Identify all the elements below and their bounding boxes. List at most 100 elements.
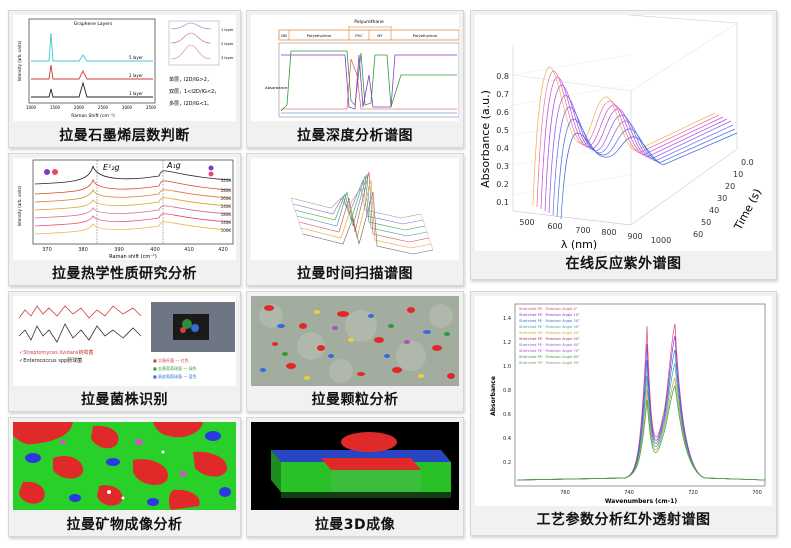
graphene-xtick: 1000 — [26, 105, 37, 110]
uv-panel: 0.1 0.2 0.3 0.4 0.5 0.6 0.7 0.8 Absorban… — [470, 10, 777, 280]
caption: 在线反应紫外谱图 — [565, 256, 682, 272]
depth-seg: DB — [281, 33, 287, 38]
ir-figure: Stretched PE · Polarizer Angle 0° Stretc… — [475, 296, 772, 506]
graphene-label-1: 1 layer — [129, 91, 143, 96]
caption: 拉曼矿物成像分析 — [66, 517, 183, 533]
uv-xtick: 500 — [519, 218, 534, 227]
ir-ytick: 1.2 — [503, 340, 511, 346]
uv-xlabel: λ (nm) — [561, 238, 597, 251]
uv-ytick: 0.5 — [496, 126, 509, 135]
uv-ttick: 50 — [701, 218, 711, 227]
caption: 拉曼3D成像 — [314, 517, 396, 533]
strain-panel: ✓Streptomyces lividans链霉菌 ✓Enterococcus … — [8, 291, 241, 412]
uv-ytick: 0.1 — [496, 198, 509, 207]
ir-xlabel: Wavenumbers (cm-1) — [605, 498, 677, 505]
uv-tlabel: Time (s) — [731, 187, 764, 233]
thermal-temp: 260K — [221, 196, 232, 201]
ir-legend: Stretched PE · Polarizer Angle 20° — [519, 319, 580, 323]
ir-panel: Stretched PE · Polarizer Angle 0° Stretc… — [470, 291, 777, 536]
ir-legend: Stretched PE · Polarizer Angle 0° — [519, 307, 578, 311]
thermal-xlabel: Raman shift (cm⁻¹) — [109, 254, 157, 260]
graphene-chart: Graphene Layers Intensity (arb. units) 5… — [17, 18, 234, 119]
imaging3d-figure — [251, 422, 459, 510]
ir-legend: Stretched PE · Polarizer Angle 90° — [519, 361, 580, 365]
thermal-temp: 140K — [221, 220, 232, 225]
graphene-label-5: 5 layer — [129, 55, 143, 60]
mineral-image — [13, 422, 236, 510]
depth-seg: PVC — [355, 33, 363, 38]
thermal-temp: 180K — [221, 212, 232, 217]
caption: 拉曼颗粒分析 — [311, 392, 399, 408]
thermal-xtick: 420 — [218, 247, 228, 253]
uv-xtick: 1000 — [651, 236, 671, 245]
thermal-temp: 320K — [221, 178, 232, 183]
timescan-chart — [290, 171, 434, 255]
particle-figure — [251, 296, 459, 386]
uv-xtick: 800 — [601, 228, 616, 237]
strain-legend: ■ 大肠杆菌 — 红色 — [153, 357, 189, 363]
ir-ytick: 0.8 — [503, 388, 511, 394]
uv-ttick: 60 — [693, 230, 703, 239]
ir-chart: Stretched PE · Polarizer Angle 0° Stretc… — [490, 303, 766, 505]
thermal-ylabel: Intensity (arb. units) — [17, 185, 22, 226]
graphene-xtick: 2500 — [98, 105, 109, 110]
ir-legend: Stretched PE · Polarizer Angle 10° — [519, 313, 580, 317]
ir-xtick: 720 — [688, 490, 698, 496]
uv-ttick: 20 — [725, 182, 735, 191]
ir-xtick: 700 — [752, 490, 762, 496]
strain-legend: ■ 表皮葡萄球菌 — 蓝色 — [153, 373, 197, 379]
caption: 工艺参数分析红外透射谱图 — [536, 512, 711, 528]
uv-ttick: 40 — [709, 206, 719, 215]
thermal-xtick: 410 — [184, 247, 194, 253]
graphene-xtick: 1500 — [50, 105, 61, 110]
uv-chart: 0.1 0.2 0.3 0.4 0.5 0.6 0.7 0.8 Absorban… — [479, 15, 764, 251]
graphene-ylabel: Intensity (arb. units) — [17, 40, 22, 81]
imaging3d-panel: 拉曼3D成像 — [246, 417, 464, 537]
graphene-inset-label: 3 layer — [221, 56, 234, 60]
caption: 拉曼菌株识别 — [81, 392, 168, 408]
caption: 拉曼热学性质研究分析 — [52, 266, 197, 282]
mineral-figure — [13, 422, 236, 510]
caption: 拉曼时间扫描谱图 — [297, 266, 413, 282]
ir-legend: Stretched PE · Polarizer Angle 50° — [519, 337, 580, 341]
timescan-panel: 拉曼时间扫描谱图 — [246, 153, 464, 286]
thermal-xtick: 370 — [42, 247, 52, 253]
thermal-xtick: 390 — [114, 247, 124, 253]
strain-chart: ✓Streptomyces lividans链霉菌 ✓Enterococcus … — [18, 302, 235, 379]
graphene-figure: Graphene Layers Intensity (arb. units) 5… — [13, 15, 236, 121]
ir-ytick: 1.4 — [503, 316, 511, 322]
uv-ytick: 0.3 — [496, 162, 509, 171]
depth-seg: Polyethylene — [413, 33, 438, 38]
graphene-rule: 单层，I2D/IG>2， — [169, 76, 212, 83]
timescan-figure — [251, 158, 459, 260]
graphene-xtick: 3500 — [146, 105, 157, 110]
graphene-inset-label: 1 layer — [221, 28, 234, 32]
strain-species: ✓Streptomyces lividans链霉菌 — [19, 349, 94, 356]
particle-panel: 拉曼颗粒分析 — [246, 291, 464, 412]
depth-chart: Polyurethane DB Polyethylene PVC NY Poly… — [265, 19, 459, 118]
ir-legend: Stretched PE · Polarizer Angle 70° — [519, 349, 580, 353]
uv-figure: 0.1 0.2 0.3 0.4 0.5 0.6 0.7 0.8 Absorban… — [475, 15, 772, 251]
strain-species: ✓Enterococcus spp肠球菌 — [19, 357, 82, 364]
graphene-label-2: 2 layer — [129, 73, 143, 78]
ir-xtick: 740 — [624, 490, 634, 496]
caption: 拉曼石墨烯层数判断 — [59, 128, 190, 144]
uv-ytick: 0.2 — [496, 180, 509, 189]
thermal-peak1: E¹₂g — [103, 163, 120, 172]
depth-figure: Polyurethane DB Polyethylene PVC NY Poly… — [251, 15, 459, 121]
imaging3d-image — [251, 422, 459, 510]
thermal-temp: 240K — [221, 204, 232, 209]
depth-seg: Polyethylene — [307, 33, 332, 38]
ir-ytick: 0.2 — [503, 460, 511, 466]
uv-ytick: 0.8 — [496, 72, 509, 81]
depth-top-label: Polyurethane — [354, 19, 384, 25]
thermal-chart: 320K 280K 260K 240K 180K 140K 100K E¹₂g … — [17, 159, 234, 260]
thermal-figure: 320K 280K 260K 240K 180K 140K 100K E¹₂g … — [13, 158, 236, 260]
mineral-panel: 拉曼矿物成像分析 — [8, 417, 241, 537]
graphene-rule: 双层，1<I2D/IG<2， — [169, 89, 219, 95]
graphene-xtick: 2000 — [74, 105, 85, 110]
thermal-temp: 100K — [221, 228, 232, 233]
caption: 拉曼深度分析谱图 — [297, 128, 413, 144]
uv-xtick: 600 — [547, 222, 562, 231]
uv-ttick: 0.0 — [741, 158, 754, 167]
